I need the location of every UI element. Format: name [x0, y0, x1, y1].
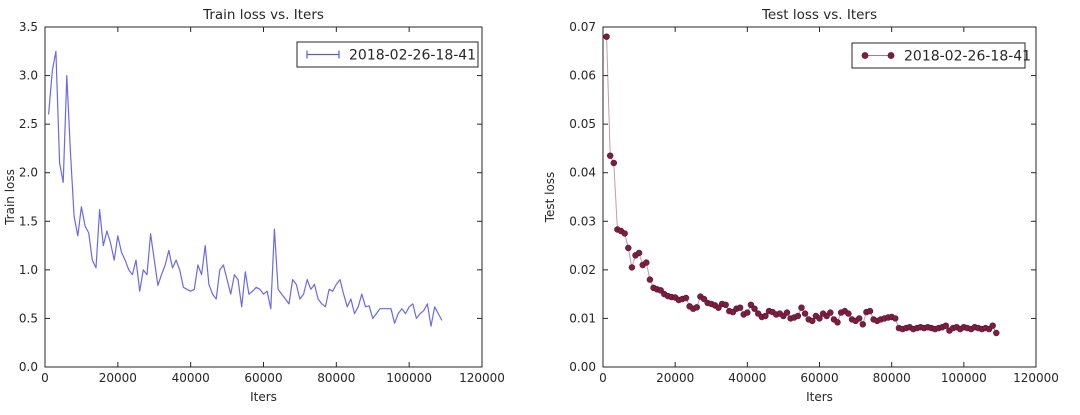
data-point-marker	[628, 264, 636, 271]
data-point-marker	[747, 301, 755, 308]
data-point-marker	[993, 329, 1000, 337]
legend-marker-icon	[861, 52, 869, 59]
y-tick-label: 0.01	[569, 311, 596, 325]
legend: 2018-02-26-18-41	[296, 41, 479, 68]
data-point-marker	[682, 294, 690, 302]
y-tick-label: 3.5	[19, 20, 38, 34]
data-point-marker	[859, 321, 866, 328]
y-tick-label: 0.03	[569, 214, 596, 228]
x-tick-label: 100000	[386, 371, 432, 385]
y-tick-label: 1.5	[19, 214, 38, 228]
data-point-marker	[762, 312, 769, 320]
chart-title: Train loss vs. Iters	[202, 7, 324, 23]
data-point-marker	[744, 309, 751, 316]
data-point-marker	[610, 159, 618, 167]
data-point-marker	[603, 33, 610, 40]
x-tick-label: 0	[41, 371, 49, 385]
data-point-marker	[856, 315, 863, 322]
data-point-marker	[816, 315, 823, 322]
x-tick-label: 60000	[800, 371, 838, 385]
data-point-marker	[606, 152, 614, 159]
x-tick-label: 80000	[873, 371, 911, 385]
x-tick-label: 100000	[941, 371, 987, 385]
data-point-marker	[783, 309, 791, 316]
y-tick-label: 0.07	[569, 20, 596, 34]
data-point-marker	[798, 304, 805, 311]
data-point-marker	[866, 307, 874, 315]
y-tick-label: 2.5	[19, 117, 38, 131]
data-point-marker	[625, 244, 632, 252]
y-tick-label: 1.0	[19, 263, 38, 277]
data-point-marker	[892, 315, 899, 322]
data-point-marker	[827, 309, 834, 316]
y-tick-label: 0.05	[569, 117, 596, 131]
x-tick-label: 40000	[172, 371, 210, 385]
series-line	[48, 50, 443, 327]
y-axis-label: Test loss	[543, 172, 557, 224]
y-tick-label: 0.04	[569, 166, 596, 180]
x-tick-label: 120000	[459, 371, 505, 385]
data-point-marker	[809, 317, 816, 325]
data-point-marker	[989, 322, 996, 329]
legend-label: 2018-02-26-18-41	[349, 48, 476, 64]
y-tick-label: 0.02	[569, 263, 596, 277]
test-loss-chart: 0 20000 40000 60000 80000 100000 120000 0.00 0.0…	[543, 7, 1059, 404]
chart-title: Test loss vs. Iters	[761, 7, 877, 23]
data-point-marker	[635, 249, 643, 257]
x-axis-label: Iters	[806, 390, 833, 404]
y-tick-label: 0.06	[569, 69, 596, 83]
legend-marker-icon	[887, 52, 895, 59]
data-point-marker	[794, 312, 802, 320]
legend-label: 2018-02-26-18-41	[904, 49, 1031, 65]
legend: 2018-02-26-18-41	[851, 42, 1031, 69]
x-axis-label: Iters	[250, 390, 277, 404]
data-point-marker	[751, 305, 758, 312]
y-tick-label: 3.0	[19, 69, 38, 83]
x-tick-label: 0	[599, 371, 607, 385]
x-tick-label: 80000	[317, 371, 355, 385]
data-point-marker	[700, 295, 708, 303]
y-axis-label: Train loss	[3, 169, 17, 226]
y-tick-label: 0.0	[19, 360, 38, 374]
train-loss-chart: 0 20000 40000 60000 80000 100000 120000 0.0 0.5 1…	[3, 7, 505, 404]
y-tick-label: 0.00	[569, 360, 596, 374]
x-tick-label: 60000	[244, 371, 282, 385]
data-point-marker	[801, 310, 809, 317]
x-tick-label: 20000	[656, 371, 694, 385]
y-tick-label: 0.5	[19, 311, 38, 325]
data-point-marker	[845, 310, 852, 317]
x-tick-label: 120000	[1013, 371, 1059, 385]
data-point-marker	[621, 230, 628, 237]
data-point-marker	[942, 322, 949, 329]
data-point-marker	[646, 276, 654, 283]
y-tick-label: 2.0	[19, 166, 38, 180]
x-tick-label: 40000	[728, 371, 766, 385]
x-tick-label: 20000	[99, 371, 137, 385]
plot-frame	[44, 26, 483, 368]
data-point-marker	[643, 259, 650, 266]
plot-frame	[602, 26, 1037, 368]
data-point-marker	[722, 301, 729, 308]
data-point-marker	[736, 304, 744, 311]
data-point-marker	[693, 304, 701, 311]
data-point-marker	[834, 319, 841, 326]
